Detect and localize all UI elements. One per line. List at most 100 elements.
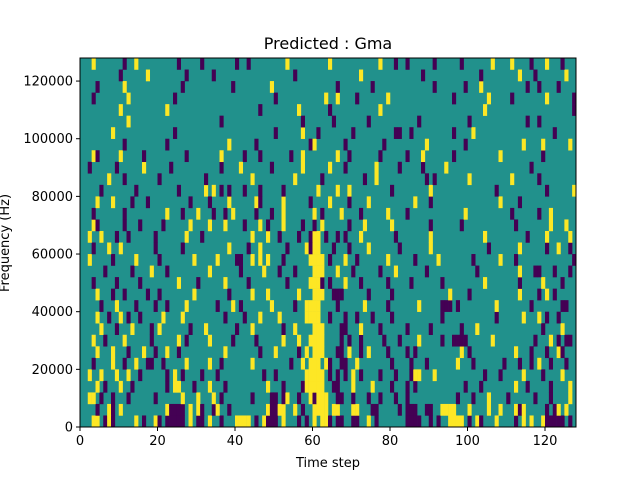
- heatmap-cell: [390, 380, 395, 393]
- heatmap-cell: [424, 403, 430, 416]
- heatmap-cell: [320, 173, 325, 186]
- heatmap-cell: [448, 415, 453, 428]
- heatmap-cell: [266, 219, 271, 232]
- heatmap-cell: [95, 380, 100, 393]
- heatmap-cell: [204, 184, 209, 197]
- heatmap-cell: [107, 403, 112, 416]
- heatmap-cell: [405, 392, 410, 405]
- heatmap-cell: [304, 242, 309, 255]
- heatmap-cell: [107, 311, 112, 324]
- heatmap-cell: [95, 415, 100, 428]
- heatmap-cell: [207, 380, 213, 393]
- heatmap-cell: [180, 242, 185, 255]
- heatmap-cell: [262, 265, 267, 278]
- heatmap-cell: [134, 58, 139, 70]
- heatmap-cell: [537, 265, 542, 278]
- heatmap-cell: [184, 230, 189, 243]
- heatmap-cell: [320, 277, 325, 289]
- heatmap-cell: [118, 403, 123, 416]
- heatmap-cell: [273, 392, 278, 405]
- heatmap-cell: [281, 415, 286, 428]
- heatmap-cell: [250, 254, 255, 266]
- y-tick-label: 60000: [32, 248, 73, 263]
- heatmap-cell: [541, 323, 546, 335]
- heatmap-cell: [320, 288, 325, 301]
- heatmap-cell: [455, 415, 461, 428]
- heatmap-cell: [428, 196, 433, 209]
- heatmap-cell: [114, 277, 120, 289]
- heatmap-cell: [436, 415, 441, 428]
- heatmap-cell: [359, 346, 364, 359]
- heatmap-cell: [467, 288, 472, 301]
- heatmap-cell: [397, 161, 402, 174]
- heatmap-cell: [343, 254, 348, 266]
- heatmap-cell: [238, 300, 244, 312]
- heatmap-cell: [316, 369, 321, 382]
- heatmap-cell: [312, 334, 317, 347]
- heatmap-cell: [374, 403, 379, 416]
- heatmap-cell: [494, 311, 499, 324]
- heatmap-cell: [200, 58, 205, 70]
- heatmap-cell: [281, 323, 286, 335]
- heatmap-cell: [459, 323, 464, 335]
- heatmap-cell: [176, 277, 182, 289]
- heatmap-cell: [281, 392, 286, 405]
- heatmap-cell: [145, 357, 151, 370]
- heatmap-cell: [281, 334, 286, 347]
- heatmap-cell: [320, 334, 325, 347]
- heatmap-cell: [219, 150, 224, 163]
- heatmap-cell: [529, 58, 534, 70]
- heatmap-cell: [479, 415, 484, 428]
- heatmap-cell: [99, 392, 104, 405]
- heatmap-cell: [417, 334, 422, 347]
- heatmap-cell: [498, 403, 503, 416]
- heatmap-cell: [173, 380, 178, 393]
- heatmap-cell: [324, 415, 329, 428]
- heatmap-cell: [316, 300, 321, 312]
- heatmap-cell: [184, 357, 189, 370]
- heatmap-cell: [227, 138, 232, 151]
- heatmap-cell: [455, 334, 461, 347]
- heatmap-cell: [521, 138, 526, 151]
- heatmap-cell: [211, 207, 216, 220]
- heatmap-cell: [335, 184, 340, 197]
- heatmap-cell: [521, 311, 526, 324]
- heatmap-cell: [335, 300, 340, 312]
- heatmap-cell: [324, 392, 329, 405]
- heatmap-cell: [258, 184, 263, 197]
- heatmap-cell: [91, 207, 96, 220]
- heatmap-cell: [114, 323, 120, 335]
- heatmap-cell: [122, 288, 127, 301]
- heatmap-cell: [537, 288, 542, 301]
- heatmap-cell: [180, 207, 185, 220]
- heatmap-cell: [560, 346, 565, 359]
- heatmap-cell: [103, 265, 108, 278]
- heatmap-cell: [467, 403, 472, 416]
- heatmap-cell: [347, 196, 352, 209]
- heatmap-cell: [517, 357, 523, 370]
- heatmap-cell: [153, 415, 158, 428]
- heatmap-cell: [99, 230, 104, 243]
- heatmap-cell: [405, 150, 410, 163]
- heatmap-cell: [118, 311, 123, 324]
- heatmap-cell: [328, 161, 333, 174]
- heatmap-cell: [510, 173, 515, 186]
- heatmap-cell: [471, 357, 476, 370]
- heatmap-cell: [335, 369, 340, 382]
- heatmap-cell: [405, 415, 410, 428]
- heatmap-cell: [122, 58, 127, 70]
- heatmap-cell: [200, 415, 205, 428]
- heatmap-cell: [355, 92, 360, 105]
- heatmap-cell: [196, 415, 201, 428]
- heatmap-cell: [405, 207, 410, 220]
- heatmap-cell: [184, 334, 189, 347]
- heatmap-cell: [246, 242, 251, 255]
- heatmap-cell: [328, 369, 333, 382]
- heatmap-cell: [424, 173, 430, 186]
- heatmap-cell: [424, 138, 430, 151]
- heatmap-cell: [312, 357, 317, 370]
- heatmap-cell: [397, 334, 402, 347]
- heatmap-cell: [134, 254, 139, 266]
- heatmap-cell: [331, 380, 337, 393]
- y-tick-label: 120000: [23, 75, 73, 90]
